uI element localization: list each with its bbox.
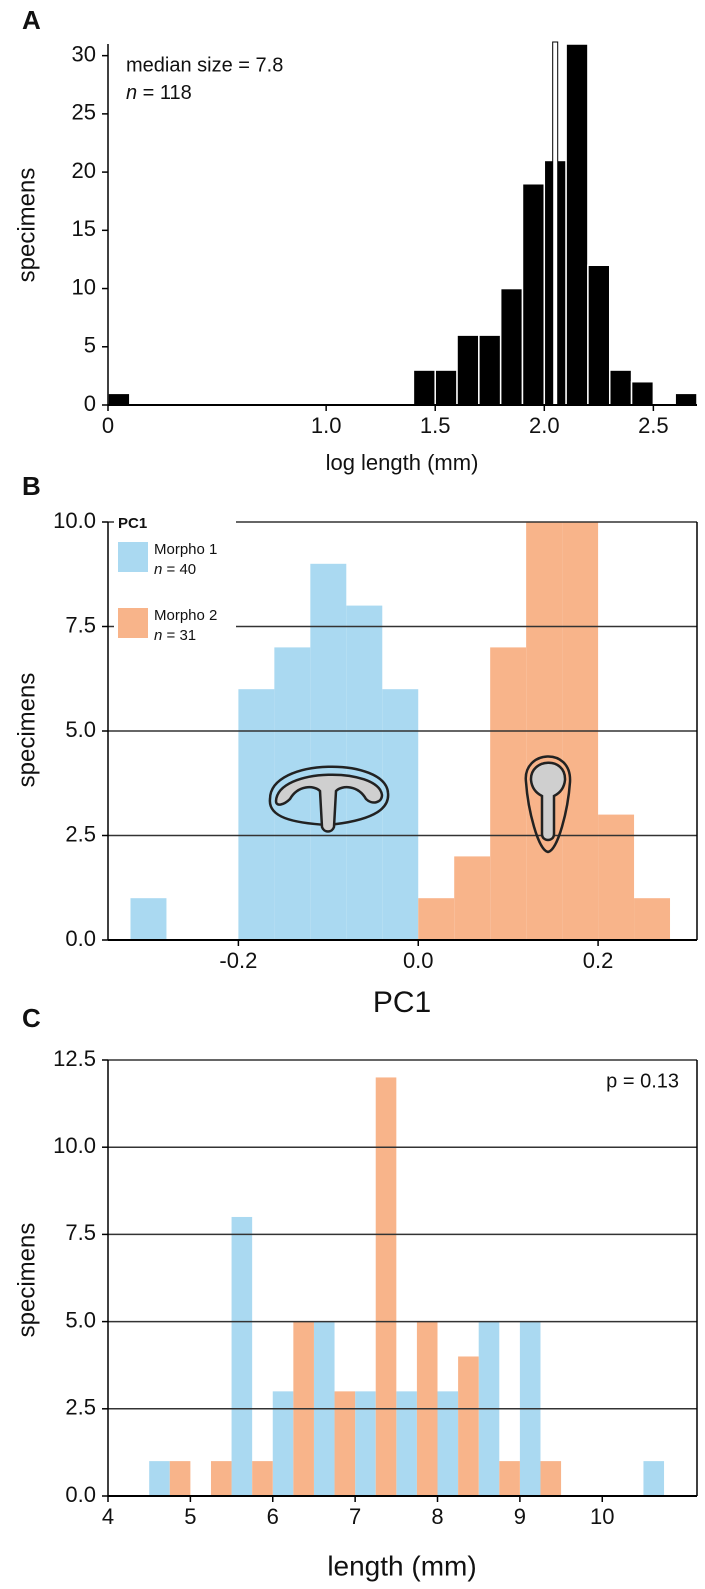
panel-label: B	[22, 471, 41, 501]
x-tick-label: 1.0	[311, 413, 342, 438]
x-tick-label: 6	[267, 1504, 279, 1529]
bar	[540, 1461, 562, 1496]
y-tick-label: 20	[72, 158, 96, 183]
bar	[231, 1216, 253, 1496]
bar	[608, 369, 633, 406]
x-tick-label: 1.5	[420, 413, 451, 438]
x-axis-label: log length (mm)	[326, 450, 479, 475]
x-tick-label: 4	[102, 1504, 114, 1529]
bar	[630, 380, 655, 406]
legend-n: n = 40	[154, 561, 196, 578]
annotation: median size = 7.8	[126, 54, 283, 76]
bar	[334, 1391, 356, 1496]
y-tick-label: 5.0	[65, 1307, 96, 1332]
x-tick-label: 8	[431, 1504, 443, 1529]
legend-label: Morpho 2	[154, 607, 217, 624]
overlay-layer: median size = 7.8 n = 118 PC1 Morpho 1 n = 4…	[102, 41, 698, 1502]
y-tick-label: 2.5	[65, 821, 96, 846]
y-tick-label: 2.5	[65, 1395, 96, 1420]
bar	[521, 182, 546, 406]
legend-swatch	[118, 608, 148, 638]
bar	[478, 334, 502, 406]
y-axis-label: specimens	[13, 168, 40, 283]
bar	[565, 43, 589, 406]
y-tick-label: 10.0	[53, 508, 96, 533]
panel-label: C	[22, 1003, 41, 1033]
y-axis-label: specimens	[13, 1223, 40, 1338]
bar	[272, 1391, 294, 1496]
bar	[437, 1391, 459, 1496]
bar	[252, 1461, 273, 1496]
legend-swatch	[118, 542, 148, 572]
bar	[107, 392, 131, 406]
legend-label: Morpho 1	[154, 541, 217, 558]
median-marker	[552, 41, 559, 406]
bar	[382, 689, 419, 940]
bar	[169, 1461, 191, 1496]
x-tick-label: 9	[514, 1504, 526, 1529]
x-tick-label: 2.5	[638, 413, 669, 438]
bar	[346, 605, 383, 940]
legend-n: n = 31	[154, 627, 196, 644]
x-tick-label: 0.0	[403, 948, 434, 973]
bar	[238, 689, 275, 940]
bar	[149, 1461, 170, 1496]
bar	[587, 264, 611, 406]
bar	[456, 334, 480, 406]
bar	[130, 898, 167, 940]
bars-layer	[107, 43, 698, 1496]
shape-glyph-left	[268, 765, 390, 833]
bar	[674, 392, 698, 406]
bar	[434, 369, 458, 406]
bar	[454, 856, 491, 940]
bar	[490, 647, 527, 940]
bar	[458, 1356, 479, 1496]
y-tick-label: 30	[72, 41, 96, 66]
x-tick-label: 2.0	[529, 413, 560, 438]
bar	[396, 1391, 417, 1496]
bar	[210, 1461, 232, 1496]
y-tick-label: 0	[84, 391, 96, 416]
y-tick-label: 5	[84, 333, 96, 358]
x-tick-label: 5	[184, 1504, 196, 1529]
x-tick-label: 10	[590, 1504, 614, 1529]
shape-glyph-right	[524, 755, 572, 854]
y-tick-label: 12.5	[53, 1046, 96, 1071]
x-tick-label: 0.2	[583, 948, 614, 973]
annotation: p = 0.13	[606, 1070, 679, 1092]
bar	[499, 1461, 520, 1496]
x-tick-label: 0	[102, 413, 114, 438]
bar	[418, 898, 455, 940]
x-tick-label: 7	[349, 1504, 361, 1529]
x-axis-label: PC1	[373, 986, 431, 1019]
legend-title: PC1	[118, 515, 147, 532]
bar	[310, 563, 347, 940]
y-tick-label: 0.0	[65, 1482, 96, 1507]
y-tick-label: 25	[72, 100, 96, 125]
bar	[355, 1391, 376, 1496]
bar	[643, 1461, 665, 1496]
y-tick-label: 7.5	[65, 1220, 96, 1245]
bar	[634, 898, 671, 940]
panel-label: A	[22, 5, 41, 35]
bar	[375, 1077, 397, 1496]
y-tick-label: 15	[72, 216, 96, 241]
y-tick-label: 10	[72, 274, 96, 299]
y-tick-label: 10.0	[53, 1133, 96, 1158]
bar	[598, 814, 635, 940]
bar	[412, 369, 436, 406]
y-tick-label: 0.0	[65, 926, 96, 951]
x-axis-label: length (mm)	[327, 1550, 476, 1581]
y-axis-label: specimens	[13, 673, 40, 788]
x-tick-label: -0.2	[219, 948, 257, 973]
annotation: n = 118	[126, 82, 192, 104]
bar	[499, 287, 524, 406]
y-tick-label: 7.5	[65, 612, 96, 637]
y-tick-label: 5.0	[65, 717, 96, 742]
